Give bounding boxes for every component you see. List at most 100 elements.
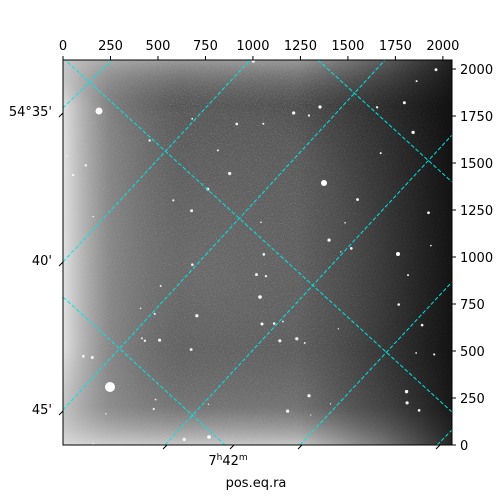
star xyxy=(327,238,331,242)
star xyxy=(307,394,311,398)
star xyxy=(84,164,88,167)
star xyxy=(154,398,157,401)
star xyxy=(278,339,282,343)
right-tick-label: 750 xyxy=(460,298,485,313)
bright-star xyxy=(396,252,400,256)
star xyxy=(139,307,142,310)
star xyxy=(260,221,262,224)
ra-tick-label: 7h42m xyxy=(208,453,247,469)
star xyxy=(417,409,421,412)
star xyxy=(272,322,276,325)
top-tick-label: 1250 xyxy=(284,39,317,54)
top-tick-label: 1000 xyxy=(236,39,269,54)
star xyxy=(407,274,410,277)
star xyxy=(235,122,239,126)
right-tick-label: 1500 xyxy=(460,157,493,172)
bright-star xyxy=(207,435,211,439)
star xyxy=(349,247,353,250)
coordinate-grid xyxy=(63,60,452,445)
star xyxy=(303,341,306,344)
bright-star xyxy=(318,105,322,109)
star xyxy=(427,211,430,215)
star xyxy=(189,348,193,351)
grid-line xyxy=(64,60,452,413)
bright-star xyxy=(258,295,262,299)
right-tick-label: 1000 xyxy=(460,251,493,266)
star xyxy=(329,403,332,405)
star xyxy=(375,106,379,109)
star xyxy=(262,122,265,125)
star xyxy=(159,284,162,287)
star xyxy=(105,413,107,415)
star xyxy=(228,171,232,176)
star xyxy=(404,389,409,394)
star xyxy=(172,199,175,202)
right-tick-label: 0 xyxy=(460,439,468,454)
right-tick-label: 1250 xyxy=(460,204,493,219)
star xyxy=(379,152,382,155)
star xyxy=(295,337,299,341)
star xyxy=(66,154,68,157)
star xyxy=(92,215,95,218)
star xyxy=(251,60,255,63)
right-tick-label: 2000 xyxy=(460,63,493,78)
top-tick-label: 1500 xyxy=(331,39,364,54)
star xyxy=(411,130,415,135)
right-pixel-axis: 0 250 500 750 1000 1250 1500 1750 2000 xyxy=(452,63,493,454)
top-tick-label: 1750 xyxy=(379,39,412,54)
star xyxy=(182,437,186,442)
star xyxy=(191,117,194,120)
star xyxy=(157,338,162,342)
grid-line xyxy=(63,60,386,411)
star xyxy=(207,403,210,406)
bright-star xyxy=(105,382,115,392)
star xyxy=(340,251,342,253)
star xyxy=(152,407,155,411)
star xyxy=(90,356,94,360)
right-tick-label: 1750 xyxy=(460,110,493,125)
star xyxy=(195,314,199,318)
star xyxy=(190,209,194,213)
star xyxy=(310,414,312,416)
grid-line xyxy=(63,296,226,445)
star xyxy=(71,173,75,177)
dec-tick-label: 40' xyxy=(32,254,52,269)
bright-star xyxy=(95,107,103,115)
star xyxy=(216,149,219,152)
star xyxy=(415,352,418,354)
star xyxy=(153,312,156,316)
star xyxy=(81,354,85,358)
star xyxy=(402,101,406,105)
star xyxy=(397,303,401,306)
right-tick-label: 500 xyxy=(460,345,485,360)
top-tick-label: 750 xyxy=(193,39,218,54)
grid-line xyxy=(317,60,452,183)
star xyxy=(337,328,340,330)
top-pixel-axis: 0 250 500 750 1000 1250 1500 1750 2000 xyxy=(59,39,459,60)
star xyxy=(434,68,438,72)
plot-frame xyxy=(62,59,453,446)
grid-line xyxy=(436,429,452,445)
x-axis-label: pos.eq.ra xyxy=(226,476,287,491)
star xyxy=(356,198,359,201)
star xyxy=(140,337,143,340)
dec-tick-label: 45' xyxy=(32,403,52,418)
sky-image xyxy=(63,60,452,445)
right-tick-label: 250 xyxy=(460,392,485,407)
star xyxy=(264,275,268,278)
dec-axis: 54°35' 40' 45' xyxy=(9,105,64,418)
star xyxy=(415,80,418,83)
star xyxy=(344,221,346,224)
star xyxy=(405,401,409,405)
star xyxy=(420,323,424,327)
star xyxy=(292,111,296,115)
star xyxy=(148,139,151,142)
star xyxy=(262,253,266,256)
star-field xyxy=(63,60,438,445)
star xyxy=(307,114,311,117)
top-tick-label: 500 xyxy=(146,39,171,54)
star xyxy=(143,339,147,342)
top-tick-label: 2000 xyxy=(426,39,459,54)
star xyxy=(282,320,284,323)
